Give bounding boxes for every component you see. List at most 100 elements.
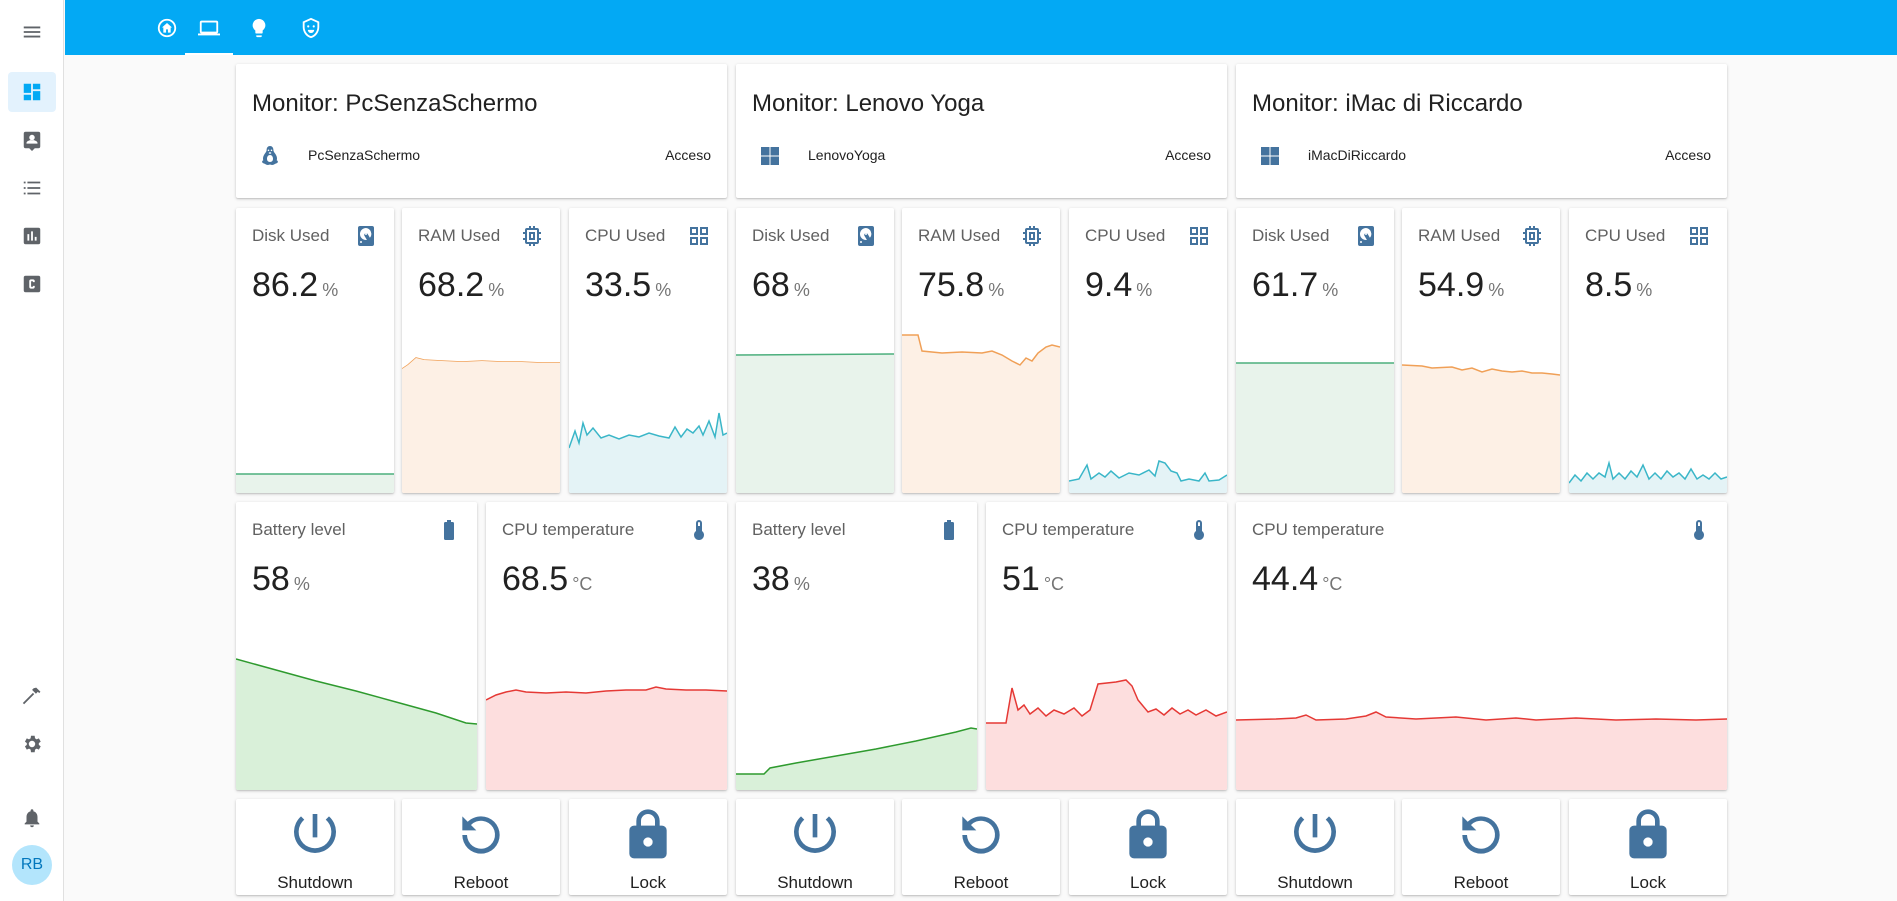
cpu-icon xyxy=(1687,224,1711,248)
sensor-value: 54.9% xyxy=(1418,266,1504,305)
button-label: Lock xyxy=(1130,873,1166,892)
entity-state: Acceso xyxy=(665,147,711,163)
value-unit: °C xyxy=(1322,574,1343,594)
reboot-button[interactable]: Reboot xyxy=(902,799,1060,895)
button-label: Shutdown xyxy=(277,873,353,892)
sidebar-item-logbook[interactable] xyxy=(8,168,56,208)
sensor-card-battery[interactable]: Battery level 38% xyxy=(736,502,977,790)
sensor-card-cpu-temperature[interactable]: CPU temperature 44.4 °C xyxy=(1236,502,1727,790)
power-icon xyxy=(787,807,843,863)
button-label: Reboot xyxy=(953,873,1009,892)
sensor-value: 33.5% xyxy=(585,266,671,305)
shutdown-button[interactable]: Shutdown xyxy=(236,799,394,895)
monitor-card-1: Monitor: PcSenzaSchermo PcSenzaSchermo A… xyxy=(236,64,727,198)
entity-name[interactable]: iMacDiRiccardo xyxy=(1308,147,1407,163)
sensor-name: CPU temperature xyxy=(1252,520,1385,539)
menu-icon xyxy=(23,26,41,38)
sensor-card-ram[interactable]: RAM Used 54.9% xyxy=(1402,208,1560,493)
value-number: 44.4 xyxy=(1252,560,1319,598)
monitor-card-2: Monitor: Lenovo Yoga LenovoYoga Acceso xyxy=(736,64,1227,198)
sensor-value: 61.7% xyxy=(1252,266,1338,305)
sensor-card-ram[interactable]: RAM Used 68.2% xyxy=(402,208,560,493)
sensor-card-ram[interactable]: RAM Used 75.8% xyxy=(902,208,1060,493)
sensor-name: RAM Used xyxy=(918,226,1001,245)
value-unit: % xyxy=(322,280,339,300)
sidebar-item-overview[interactable] xyxy=(8,72,56,112)
menu-button[interactable] xyxy=(8,12,56,52)
thermometer-icon xyxy=(1687,518,1711,542)
sensor-card-disk[interactable]: Disk Used 61.7% xyxy=(1236,208,1394,493)
sensor-name: Disk Used xyxy=(1252,226,1330,245)
sensor-card-cpu[interactable]: CPU Used 8.5% xyxy=(1569,208,1727,493)
history-graph xyxy=(402,357,560,493)
sensor-value: 68.2% xyxy=(418,266,504,305)
lock-button[interactable]: Lock xyxy=(569,799,727,895)
chip-icon xyxy=(1020,224,1044,248)
sensor-card-disk[interactable]: Disk Used 68% xyxy=(736,208,894,493)
lock-button[interactable]: Lock xyxy=(1569,799,1727,895)
shutdown-button[interactable]: Shutdown xyxy=(1236,799,1394,895)
sidebar-item-history[interactable] xyxy=(8,216,56,256)
thermometer-icon xyxy=(1187,518,1211,542)
sensor-value: 9.4% xyxy=(1085,266,1152,305)
sensor-value: 44.4 °C xyxy=(1252,560,1342,599)
windows-icon xyxy=(1258,144,1282,168)
sensor-value: 68% xyxy=(752,266,810,305)
sensor-card-cpu-temperature[interactable]: CPU temperature 68.5 °C xyxy=(486,502,727,790)
gear-icon xyxy=(24,735,41,753)
sensor-card-battery[interactable]: Battery level 58% xyxy=(236,502,477,790)
sidebar-item-settings[interactable] xyxy=(8,724,56,764)
sensor-card-cpu[interactable]: CPU Used 9.4% xyxy=(1069,208,1227,493)
history-graph xyxy=(236,473,394,493)
sensor-card-disk[interactable]: Disk Used 86.2% xyxy=(236,208,394,493)
harddisk-icon xyxy=(854,224,878,248)
shutdown-button[interactable]: Shutdown xyxy=(736,799,894,895)
avatar[interactable]: RB xyxy=(12,845,52,885)
monitor-title: Monitor: Lenovo Yoga xyxy=(752,90,985,117)
laptop-icon xyxy=(198,20,220,35)
button-label: Shutdown xyxy=(1277,873,1353,892)
sensor-card-cpu[interactable]: CPU Used 33.5% xyxy=(569,208,727,493)
entity-name[interactable]: PcSenzaSchermo xyxy=(308,147,421,163)
top-app-bar xyxy=(65,0,1897,55)
button-label: Reboot xyxy=(453,873,509,892)
value-number: 58 xyxy=(252,560,290,598)
sensor-name: CPU temperature xyxy=(502,520,635,539)
entity-state: Acceso xyxy=(1165,147,1211,163)
cpu-icon xyxy=(1187,224,1211,248)
lock-button[interactable]: Lock xyxy=(1069,799,1227,895)
restart-icon xyxy=(453,807,509,863)
value-unit: % xyxy=(293,574,310,594)
value-unit: % xyxy=(793,280,810,300)
sensor-name: Battery level xyxy=(752,520,846,539)
sidebar-item-notifications[interactable] xyxy=(8,798,56,838)
sidebar-item-developer-tools[interactable] xyxy=(8,676,56,716)
sidebar-item-code[interactable] xyxy=(8,264,56,304)
sensor-value: 86.2% xyxy=(252,266,338,305)
history-graph xyxy=(236,658,477,790)
monitor-title: Monitor: PcSenzaSchermo xyxy=(252,90,538,117)
thermometer-icon xyxy=(687,518,711,542)
entity-name[interactable]: LenovoYoga xyxy=(808,147,886,163)
sensor-value: 58% xyxy=(252,560,310,599)
value-number: 54.9 xyxy=(1418,266,1485,304)
battery-icon xyxy=(937,518,961,542)
sensor-card-cpu-temperature[interactable]: CPU temperature 51 °C xyxy=(986,502,1227,790)
sensor-name: Disk Used xyxy=(752,226,830,245)
value-number: 33.5 xyxy=(585,266,652,304)
history-graph xyxy=(902,334,1060,493)
lock-icon xyxy=(1120,807,1176,863)
linux-icon xyxy=(258,144,282,168)
tab-security[interactable] xyxy=(287,0,335,55)
sensor-name: RAM Used xyxy=(418,226,501,245)
reboot-button[interactable]: Reboot xyxy=(1402,799,1560,895)
value-number: 68 xyxy=(752,266,790,304)
lock-icon xyxy=(620,807,676,863)
sidebar-item-map[interactable] xyxy=(8,120,56,160)
reboot-button[interactable]: Reboot xyxy=(402,799,560,895)
tab-computers[interactable] xyxy=(185,0,233,55)
home-icon xyxy=(157,18,177,37)
value-number: 8.5 xyxy=(1585,266,1633,304)
tab-home[interactable] xyxy=(143,0,191,55)
tab-lights[interactable] xyxy=(235,0,283,55)
